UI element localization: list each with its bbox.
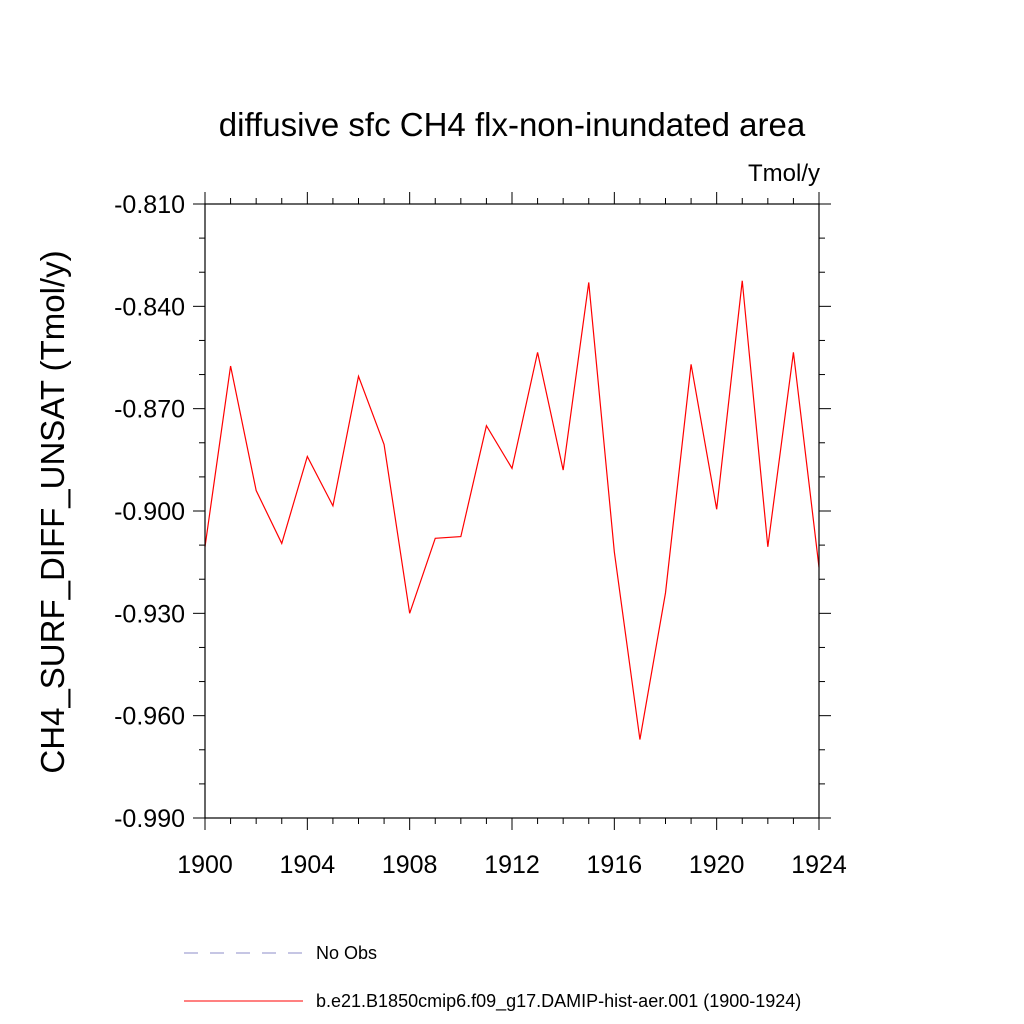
- y-tick-label: -0.870: [114, 396, 185, 424]
- y-tick-label: -0.840: [114, 293, 185, 321]
- y-tick-label: -0.930: [114, 600, 185, 628]
- units-label: Tmol/y: [748, 160, 820, 187]
- legend: No Obs b.e21.B1850cmip6.f09_g17.DAMIP-hi…: [184, 943, 801, 1012]
- x-tick-label: 1908: [382, 851, 438, 879]
- y-tick-label: -0.960: [114, 703, 185, 731]
- x-tick-label: 1924: [791, 851, 847, 879]
- chart-title: diffusive sfc CH4 flx-non-inundated area: [219, 106, 806, 143]
- y-axis-label: CH4_SURF_DIFF_UNSAT (Tmol/y): [34, 250, 71, 773]
- x-tick-label: 1916: [587, 851, 643, 879]
- series-layer: [204, 280, 820, 740]
- series-line-0: [204, 280, 820, 740]
- x-tick-label: 1920: [689, 851, 745, 879]
- axis-ticks: [193, 192, 831, 830]
- y-tick-label: -0.990: [114, 805, 185, 833]
- x-tick-label: 1912: [484, 851, 540, 879]
- tick-labels: -0.990 -0.960 -0.930 -0.900 -0.870 -0.840 -0.8…: [114, 191, 847, 879]
- x-tick-label: 1900: [177, 851, 233, 879]
- legend-label-model-run: b.e21.B1850cmip6.f09_g17.DAMIP-hist-aer.…: [316, 991, 801, 1012]
- y-tick-label: -0.810: [114, 191, 185, 219]
- x-tick-label: 1904: [280, 851, 336, 879]
- y-tick-label: -0.900: [114, 498, 185, 526]
- plot-frame: [204, 203, 820, 819]
- legend-label-no-obs: No Obs: [316, 943, 377, 963]
